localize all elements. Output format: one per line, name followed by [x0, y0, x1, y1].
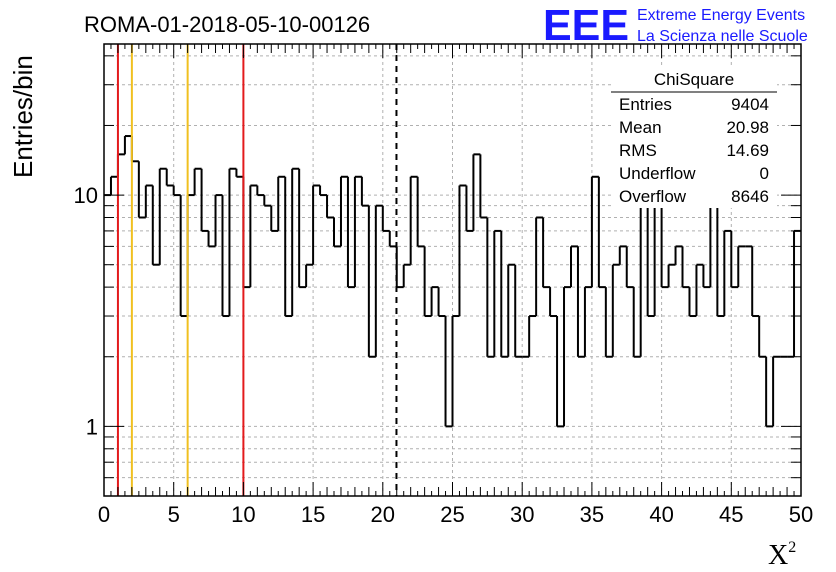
x-axis-label-superscript: 2 [788, 539, 796, 556]
stats-row-value: 9404 [731, 95, 769, 114]
x-tick-label: 20 [371, 502, 395, 527]
stats-row-value: 0 [760, 164, 769, 183]
stats-rows: Entries 9404 Mean 20.98 RMS 14.69 Underflow 0 Ov… [619, 95, 769, 206]
x-tick-label: 40 [649, 502, 673, 527]
stats-row-value: 14.69 [726, 141, 769, 160]
chart-title: ROMA-01-2018-05-10-00126 [84, 12, 370, 37]
x-axis-label: X2 [768, 539, 796, 571]
x-tick-label: 35 [580, 502, 604, 527]
x-tick-label: 30 [510, 502, 534, 527]
x-tick-label: 5 [168, 502, 180, 527]
ticks-layer [104, 44, 801, 497]
stats-row-value: 8646 [731, 187, 769, 206]
x-tick-label: 25 [440, 502, 464, 527]
x-tick-label: 50 [789, 502, 813, 527]
logo-line-1: Extreme Energy Events [637, 7, 805, 24]
y-tick-labels: 1 10 [74, 183, 98, 439]
x-axis-label-main: X [768, 540, 788, 571]
logo-mark: EEE [543, 1, 629, 50]
x-tick-label: 15 [301, 502, 325, 527]
stats-row-label: RMS [619, 141, 657, 160]
stats-row-label: Entries [619, 95, 672, 114]
logo-line-2: La Scienza nelle Scuole [637, 28, 808, 45]
stats-title: ChiSquare [654, 70, 734, 89]
y-tick-label: 10 [74, 183, 98, 208]
x-tick-label: 0 [98, 502, 110, 527]
eee-logo: EEE Extreme Energy Events La Scienza nel… [543, 1, 808, 50]
y-axis-label: Entries/bin [8, 55, 38, 178]
stats-row-label: Mean [619, 118, 662, 137]
vertical-lines-layer [116, 44, 398, 496]
y-tick-label: 1 [86, 414, 98, 439]
stats-row-label: Underflow [619, 164, 696, 183]
stats-row-value: 20.98 [726, 118, 769, 137]
x-tick-label: 45 [719, 502, 743, 527]
stats-box-background [611, 66, 777, 208]
stats-row-label: Overflow [619, 187, 687, 206]
x-tick-label: 10 [231, 502, 255, 527]
stats-box: ChiSquare Entries 9404 Mean 20.98 RMS 14.69 Un… [611, 66, 777, 208]
x-tick-labels: 0 5 10 15 20 25 30 35 40 45 50 [98, 502, 813, 527]
